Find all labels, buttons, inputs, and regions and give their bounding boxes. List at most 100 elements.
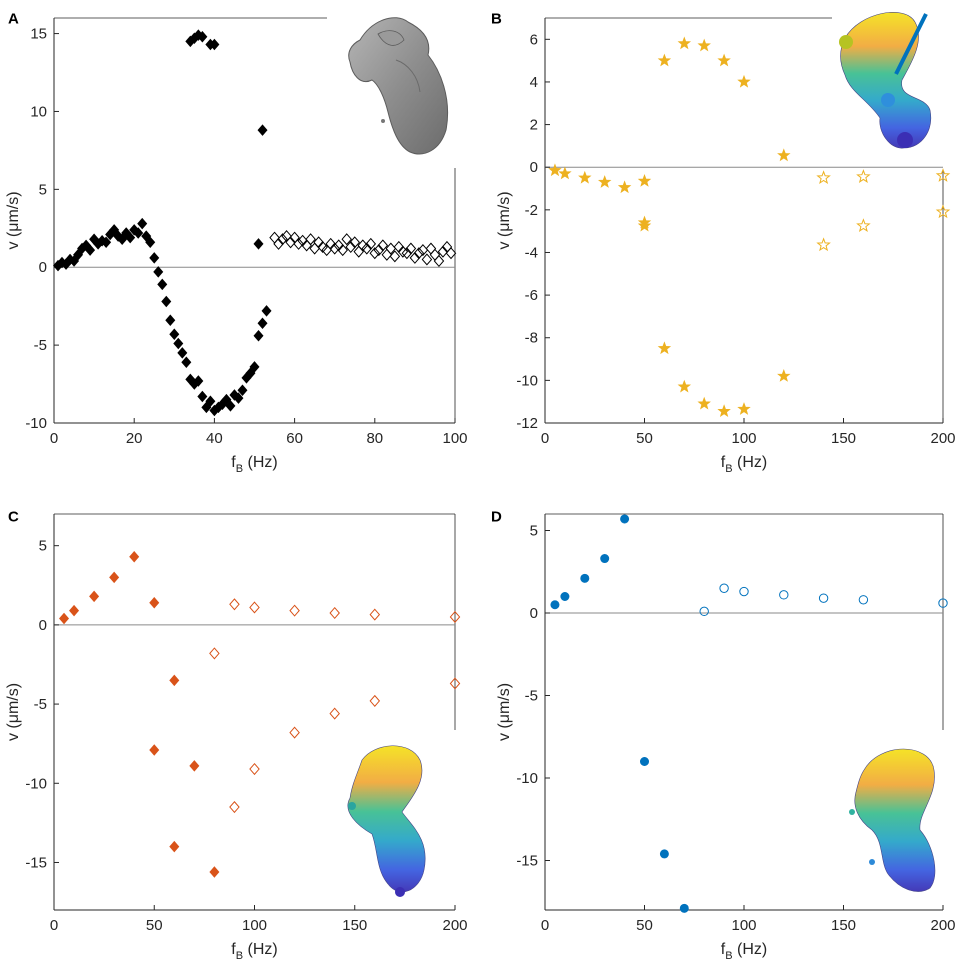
data-point-a-filled-18 (125, 231, 136, 244)
data-point-a-open-33 (401, 247, 413, 260)
panel-letter: A (8, 10, 19, 27)
data-point-c-open-7 (229, 800, 240, 814)
y-tick-label: -15 (516, 853, 538, 870)
y-tick-label: -2 (525, 202, 538, 219)
x-tick-label: 50 (636, 430, 653, 447)
data-point-d-filled-7 (679, 903, 689, 913)
data-point-a-filled-25 (153, 266, 164, 278)
data-point-a-open-41 (433, 254, 445, 268)
inset-b-bead-model (839, 12, 932, 149)
data-point-c-filled-3 (109, 571, 120, 584)
data-point-b-filled-16 (697, 396, 711, 410)
data-point-d-filled-2 (580, 573, 590, 583)
x-tick-label: 50 (146, 917, 163, 934)
data-point-a-filled-51 (257, 317, 268, 330)
data-point-a-filled-56 (197, 30, 208, 43)
panel-b: B 0 50 100 150 200 -12 -10 -8 -6 -4 -2 0 2 4 6 fB (Hz) v … (491, 10, 956, 475)
y-tick-label: 5 (530, 523, 538, 540)
data-point-c-filled-8 (169, 840, 180, 853)
x-tick-label: 0 (50, 430, 58, 447)
x-tick-label: 0 (50, 917, 58, 934)
data-point-b-open-4 (856, 218, 871, 232)
data-point-a-filled-44 (229, 389, 240, 401)
panel-letter: B (491, 10, 502, 27)
data-point-a-open-9 (305, 233, 316, 246)
data-point-a-open-21 (353, 245, 365, 258)
data-point-a-open-0 (269, 231, 280, 244)
data-point-a-open-20 (349, 236, 361, 249)
data-point-c-filled-6 (149, 744, 160, 756)
data-point-c-open-2 (289, 604, 300, 617)
data-point-a-open-42 (437, 245, 449, 258)
data-point-a-filled-36 (197, 390, 208, 403)
data-point-a-filled-21 (137, 217, 148, 230)
x-tick-label: 200 (442, 917, 467, 934)
data-point-d-open-5 (858, 595, 869, 605)
data-point-a-filled-20 (133, 227, 144, 239)
data-point-c-open-1 (249, 601, 260, 614)
y-tick-label: -12 (516, 415, 538, 432)
data-point-d-filled-4 (620, 514, 630, 524)
data-point-b-filled-1 (558, 166, 572, 180)
data-point-a-filled-59 (257, 124, 268, 136)
data-point-c-filled-10 (209, 866, 220, 878)
data-point-c-open-10 (329, 707, 340, 720)
data-point-a-open-2 (277, 233, 288, 246)
data-point-a-open-1 (273, 237, 284, 250)
panel-letter: D (491, 508, 502, 525)
data-point-c-open-6 (209, 647, 220, 660)
data-point-a-open-18 (341, 233, 352, 246)
data-point-a-filled-32 (181, 356, 192, 368)
data-point-d-filled-6 (659, 849, 669, 859)
data-point-d-filled-0 (550, 600, 560, 610)
data-point-a-filled-12 (101, 236, 112, 249)
data-point-c-filled-9 (189, 760, 200, 772)
x-tick-label: 0 (541, 917, 549, 934)
data-point-c-open-11 (369, 694, 381, 707)
x-axis-label: fB (Hz) (231, 454, 277, 475)
data-point-a-open-25 (369, 247, 381, 260)
data-point-a-open-44 (445, 247, 457, 260)
y-tick-label: -5 (34, 337, 47, 354)
data-point-a-filled-8 (85, 244, 96, 256)
data-point-a-filled-58 (209, 38, 220, 51)
data-point-a-filled-50 (253, 330, 264, 342)
data-point-c-open-9 (289, 726, 300, 739)
data-point-b-filled-7 (637, 218, 652, 232)
inset-c-bead-model (347, 745, 426, 897)
x-tick-label: 40 (206, 430, 223, 447)
data-point-a-open-17 (337, 244, 348, 257)
data-point-d-open-3 (779, 590, 789, 600)
data-point-b-filled-2 (578, 170, 592, 184)
x-tick-label: 200 (930, 917, 955, 934)
data-point-b-filled-8 (657, 53, 672, 67)
data-point-a-filled-49 (249, 361, 260, 373)
data-point-a-filled-24 (149, 252, 160, 264)
data-point-a-filled-30 (173, 337, 184, 350)
data-point-b-open-2 (935, 168, 951, 182)
x-tick-label: 50 (636, 917, 653, 934)
y-tick-label: 0 (530, 159, 538, 176)
data-point-b-filled-12 (737, 74, 751, 88)
y-axis-label: v (μm/s) (496, 683, 513, 741)
y-tick-label: -10 (25, 775, 47, 792)
data-point-b-filled-11 (717, 53, 731, 67)
x-tick-label: 100 (731, 917, 756, 934)
data-point-a-open-23 (361, 242, 373, 255)
data-point-d-filled-3 (600, 554, 610, 564)
data-point-a-open-28 (381, 248, 393, 261)
y-tick-label: 4 (530, 74, 538, 91)
data-point-a-filled-27 (161, 295, 172, 308)
x-tick-label: 60 (286, 430, 303, 447)
data-point-b-open-3 (816, 237, 831, 252)
y-tick-label: 0 (39, 617, 47, 634)
data-point-a-filled-23 (145, 236, 156, 249)
data-point-a-open-35 (409, 251, 421, 264)
data-point-a-open-15 (329, 242, 340, 255)
x-tick-label: 100 (442, 430, 467, 447)
data-point-a-open-27 (377, 239, 389, 252)
data-point-a-filled-38 (205, 395, 216, 407)
data-point-d-open-2 (739, 586, 749, 597)
data-point-a-filled-45 (233, 392, 244, 404)
